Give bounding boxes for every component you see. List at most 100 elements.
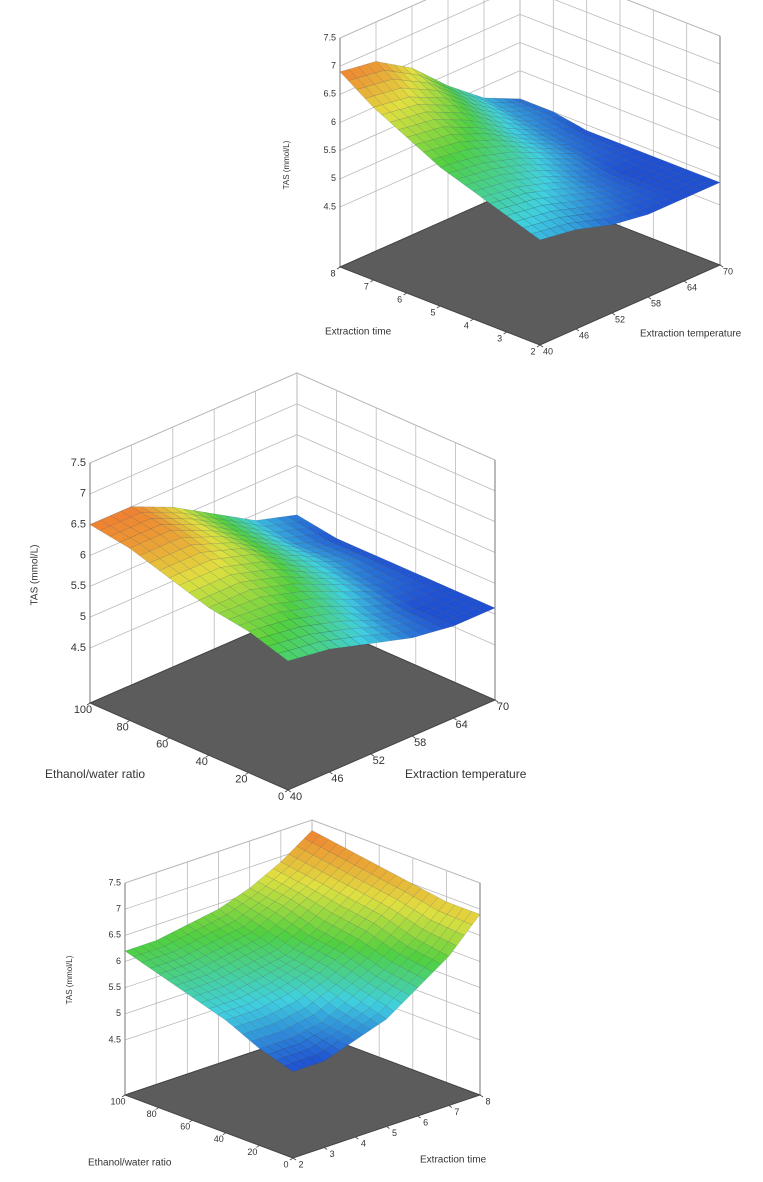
- surface-patch: [633, 174, 652, 183]
- surface-patch: [292, 560, 315, 568]
- surface-patch: [361, 613, 384, 621]
- surface-patch: [303, 830, 321, 844]
- surface-patch: [364, 898, 382, 912]
- z-tick-label: 6: [116, 956, 121, 966]
- surface-patch: [284, 545, 305, 553]
- y-tick: [719, 264, 724, 268]
- surface-patch: [347, 877, 364, 890]
- z-tick-label: 4.5: [108, 1034, 121, 1044]
- surface-patch: [285, 521, 308, 530]
- surface-patch: [547, 152, 566, 160]
- z-tick-label: 5: [116, 1008, 121, 1018]
- x-tick: [155, 1107, 159, 1110]
- surface-patch: [569, 200, 588, 209]
- surface-patch: [389, 899, 406, 914]
- surface-patch: [333, 929, 351, 943]
- surface-patch: [617, 160, 636, 169]
- z-axis-label: TAS (mmol/L): [282, 140, 291, 189]
- surface-patch: [228, 615, 250, 626]
- surface-patch: [650, 181, 669, 189]
- surface-patch: [275, 1057, 293, 1067]
- surface-patch: [220, 943, 238, 954]
- x-tick-label: 4: [464, 320, 469, 330]
- z-tick-label: 6.5: [323, 89, 336, 99]
- surface-patch: [368, 987, 386, 1001]
- surface-patch: [508, 179, 528, 188]
- z-grid-line: [296, 403, 496, 492]
- z-tick-label: 5.5: [71, 580, 86, 592]
- surface-patch: [242, 1031, 260, 1042]
- surface-patch: [314, 883, 332, 897]
- surface-patch: [385, 998, 403, 1012]
- surface-patch: [332, 578, 355, 585]
- surface-patch: [363, 886, 381, 899]
- surface-patch: [413, 594, 436, 605]
- surface-patch: [551, 202, 570, 211]
- surface-patch: [194, 916, 212, 927]
- surface-patch: [313, 859, 331, 873]
- surface-patch: [299, 897, 316, 911]
- surface-patch: [323, 566, 345, 574]
- surface-patch: [109, 531, 131, 543]
- z-tick-label: 6.5: [71, 519, 86, 531]
- surface-patch: [258, 1035, 276, 1047]
- surface-patch: [272, 997, 290, 1010]
- x-tick: [436, 305, 441, 309]
- surface-patch: [242, 908, 260, 921]
- surface-patch: [621, 211, 640, 220]
- surface-patch: [345, 1019, 363, 1031]
- surface-patch: [197, 965, 215, 976]
- surface-patch: [391, 631, 413, 640]
- x-tick: [222, 1132, 227, 1136]
- surface-patch: [353, 584, 375, 592]
- surface-patch: [124, 948, 142, 958]
- surface-patch: [524, 124, 543, 131]
- surface-patch: [330, 1030, 348, 1041]
- surface-patch: [312, 572, 335, 579]
- surface-patch: [349, 926, 367, 940]
- surface-patch: [392, 966, 409, 980]
- y-tick-label: 2: [298, 1159, 303, 1169]
- x-tick: [370, 279, 374, 283]
- z-tick-label: 6.5: [108, 930, 121, 940]
- surface-patch: [613, 200, 632, 208]
- y-tick: [539, 344, 544, 348]
- y-tick: [329, 771, 333, 775]
- y-tick-label: 3: [330, 1149, 335, 1159]
- surface-patch: [472, 106, 490, 117]
- surface-patch: [685, 172, 704, 181]
- surface-patch: [432, 951, 450, 965]
- surface-patch: [424, 959, 442, 973]
- z-tick-label: 6: [80, 549, 86, 561]
- surface-patch: [280, 853, 298, 867]
- surface-patch: [384, 571, 407, 580]
- surface-patch: [286, 968, 304, 979]
- y-tick-label: 52: [615, 314, 625, 324]
- surface-patch: [174, 974, 192, 984]
- surface-patch: [321, 1026, 339, 1037]
- surface-patch: [181, 518, 204, 526]
- surface-patch: [576, 220, 595, 229]
- surface-patch: [518, 171, 537, 179]
- y-tick: [411, 735, 416, 739]
- surface-patch: [606, 182, 625, 190]
- surface-patch: [312, 566, 335, 574]
- surface-patch: [218, 609, 240, 620]
- surface-chart: 4.5 5 5.5 6 6.5 7 7.5 0 20 40 60 80 100 40 46 52 58 64 70 E…: [30, 372, 527, 803]
- z-grid-line: [89, 403, 298, 495]
- surface-patch: [431, 937, 449, 953]
- surface-patch: [534, 190, 553, 199]
- surface-patch: [286, 514, 308, 523]
- surface-patch: [549, 225, 568, 235]
- surface-patch: [463, 103, 481, 114]
- surface-patch: [151, 506, 174, 514]
- z-tick-label: 4.5: [71, 642, 86, 654]
- surface-patch: [381, 632, 403, 641]
- z-tick-label: 7: [80, 488, 86, 500]
- surface-patch: [684, 187, 703, 195]
- x-tick: [165, 737, 170, 741]
- x-tick: [121, 1094, 126, 1098]
- surface-patch: [431, 923, 448, 938]
- y-tick: [355, 1136, 359, 1140]
- surface-patch: [238, 601, 261, 613]
